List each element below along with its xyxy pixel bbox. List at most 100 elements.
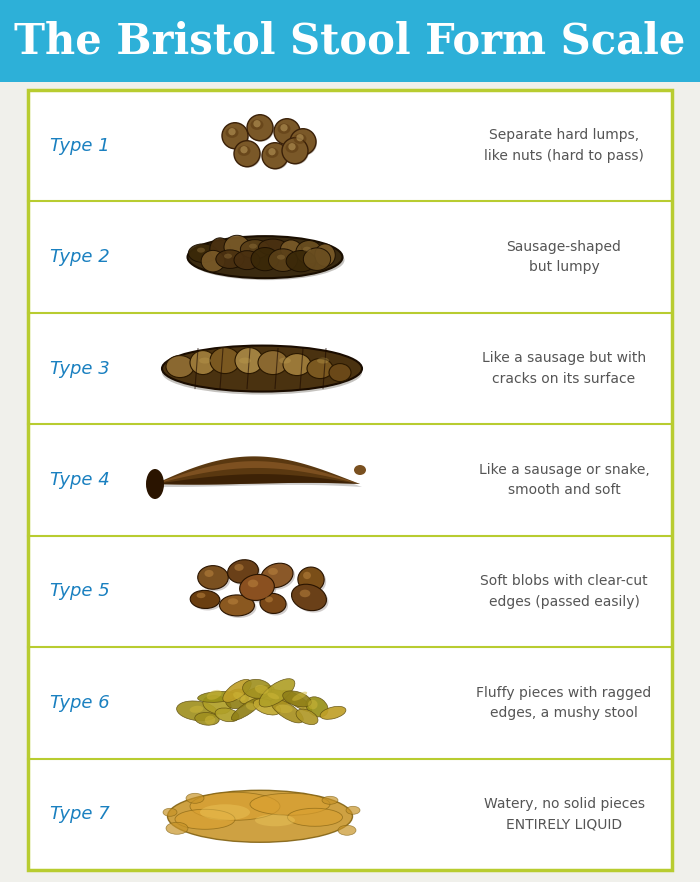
Circle shape [262,143,288,168]
Ellipse shape [277,123,290,134]
Ellipse shape [262,595,288,616]
Ellipse shape [354,465,366,475]
Circle shape [296,134,304,141]
Ellipse shape [259,678,295,707]
Text: Soft blobs with clear-cut
edges (passed easily): Soft blobs with clear-cut edges (passed … [480,574,648,609]
Circle shape [247,115,273,141]
Ellipse shape [265,147,279,158]
Ellipse shape [232,698,262,721]
Ellipse shape [296,709,318,725]
Ellipse shape [308,699,318,709]
Circle shape [290,129,316,154]
Ellipse shape [206,690,222,699]
Ellipse shape [233,692,246,701]
Ellipse shape [190,792,280,820]
Ellipse shape [197,691,237,702]
Ellipse shape [329,363,351,382]
Ellipse shape [222,597,256,618]
Ellipse shape [243,679,272,699]
Ellipse shape [338,826,356,835]
Ellipse shape [322,796,338,804]
Ellipse shape [251,248,279,271]
Circle shape [253,120,260,127]
Text: Type 6: Type 6 [50,694,110,712]
Ellipse shape [239,574,274,601]
Ellipse shape [205,715,215,724]
Ellipse shape [200,804,250,820]
Ellipse shape [296,241,322,264]
Text: Type 3: Type 3 [50,360,110,377]
FancyBboxPatch shape [28,90,672,870]
Ellipse shape [293,133,307,144]
Text: Like a sausage but with
cracks on its surface: Like a sausage but with cracks on its su… [482,351,646,385]
FancyBboxPatch shape [0,0,700,82]
Text: Fluffy pieces with ragged
edges, a mushy stool: Fluffy pieces with ragged edges, a mushy… [477,685,652,721]
Ellipse shape [197,593,205,598]
Circle shape [263,144,289,169]
Ellipse shape [234,250,260,270]
Ellipse shape [190,240,344,280]
Ellipse shape [258,350,288,375]
Text: Type 4: Type 4 [50,471,110,489]
Ellipse shape [195,713,219,725]
Circle shape [235,142,261,168]
Ellipse shape [163,808,177,816]
Ellipse shape [303,247,311,251]
Ellipse shape [167,790,353,842]
Ellipse shape [166,822,188,834]
Ellipse shape [234,564,244,571]
Ellipse shape [186,793,204,804]
Ellipse shape [190,590,220,609]
Circle shape [291,130,317,156]
Ellipse shape [307,359,333,378]
Ellipse shape [250,793,330,815]
Text: Type 1: Type 1 [50,137,110,154]
Ellipse shape [215,708,239,721]
Circle shape [240,146,248,153]
Ellipse shape [193,593,222,610]
Ellipse shape [260,594,286,614]
Ellipse shape [190,706,204,713]
Ellipse shape [224,254,232,258]
Ellipse shape [210,238,230,260]
Ellipse shape [271,699,303,723]
Ellipse shape [225,128,239,138]
Ellipse shape [261,564,293,587]
Ellipse shape [277,255,285,259]
Ellipse shape [279,357,291,363]
Ellipse shape [298,567,324,592]
Circle shape [248,116,274,142]
Ellipse shape [228,598,238,604]
Circle shape [281,124,288,131]
Text: Sausage-shaped
but lumpy: Sausage-shaped but lumpy [507,240,622,274]
Ellipse shape [228,560,258,583]
Ellipse shape [281,240,302,258]
Ellipse shape [223,679,251,702]
Circle shape [268,148,276,155]
Ellipse shape [239,357,251,363]
Ellipse shape [249,243,257,249]
Ellipse shape [241,577,276,602]
Ellipse shape [283,354,311,376]
Ellipse shape [267,692,279,699]
Circle shape [274,119,300,145]
Ellipse shape [224,235,250,259]
Ellipse shape [300,589,310,597]
Circle shape [288,143,295,150]
Ellipse shape [216,250,244,268]
Circle shape [223,123,249,150]
Ellipse shape [197,248,205,252]
Ellipse shape [263,565,295,590]
Circle shape [228,128,236,135]
Ellipse shape [204,570,214,577]
Ellipse shape [317,357,329,363]
Text: Separate hard lumps,
like nuts (hard to pass): Separate hard lumps, like nuts (hard to … [484,129,644,163]
Ellipse shape [320,706,346,720]
Text: The Bristol Stool Form Scale: The Bristol Stool Form Scale [14,20,686,62]
Circle shape [222,123,248,149]
Text: Type 2: Type 2 [50,248,110,266]
Ellipse shape [246,703,256,710]
Ellipse shape [300,569,326,594]
Ellipse shape [235,348,263,374]
Ellipse shape [260,690,295,704]
